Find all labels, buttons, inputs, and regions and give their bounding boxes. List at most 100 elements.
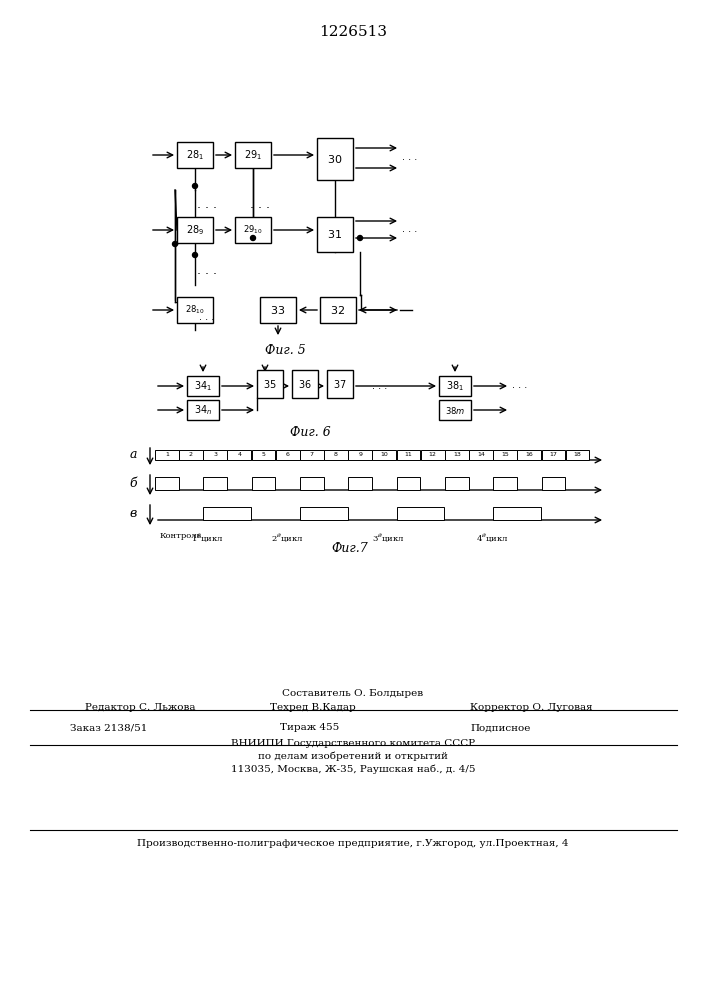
Bar [187,400,219,420]
Bar [177,142,213,168]
Bar [518,450,541,460]
Bar [320,297,356,323]
Text: $28_{10}$: $28_{10}$ [185,304,205,316]
Text: 3$^{й}$цикл: 3$^{й}$цикл [373,532,405,545]
Bar [292,370,318,398]
Text: $36$: $36$ [298,378,312,390]
Text: Техред В.Кадар: Техред В.Кадар [270,704,356,712]
Text: 2$^{й}$цикл: 2$^{й}$цикл [271,532,304,545]
Text: Тираж 455: Тираж 455 [280,724,339,732]
Bar [349,477,372,490]
Text: 5: 5 [262,452,265,458]
Bar [204,507,251,520]
Text: Фиг. 6: Фиг. 6 [290,426,330,440]
Bar [373,450,396,460]
Text: $34_n$: $34_n$ [194,403,212,417]
Text: 7: 7 [310,452,314,458]
Bar [542,450,566,460]
Text: по делам изобретений и открытий: по делам изобретений и открытий [258,751,448,761]
Text: $33$: $33$ [270,304,286,316]
Circle shape [358,235,363,240]
Text: 4$^{й}$цикл: 4$^{й}$цикл [477,532,509,545]
Text: 10: 10 [380,452,388,458]
Text: 6: 6 [286,452,290,458]
Text: . . .: . . . [199,312,215,322]
Text: $35$: $35$ [263,378,277,390]
Text: 1: 1 [165,452,169,458]
Text: 13: 13 [453,452,461,458]
Bar [349,450,372,460]
Text: Подписное: Подписное [470,724,530,732]
Text: $29_1$: $29_1$ [244,148,262,162]
Bar [493,450,517,460]
Bar [257,370,283,398]
Bar [493,477,517,490]
Text: 16: 16 [525,452,533,458]
Text: . . .: . . . [372,381,387,391]
Text: 12: 12 [428,452,437,458]
Text: 15: 15 [501,452,509,458]
Text: $32$: $32$ [330,304,346,316]
Text: $30$: $30$ [327,153,343,165]
Text: 14: 14 [477,452,485,458]
Text: $34_1$: $34_1$ [194,379,212,393]
Text: ВНИИПИ Государственного комитета СССР: ВНИИПИ Государственного комитета СССР [231,738,475,748]
Text: . . .: . . . [402,152,417,162]
Bar [235,142,271,168]
Bar [439,376,471,396]
Bar [177,297,213,323]
Text: Редактор С. Льжова: Редактор С. Льжова [85,704,196,712]
Bar [235,217,271,243]
Bar [276,450,300,460]
Text: $29_{10}$: $29_{10}$ [243,224,263,236]
Text: 1226513: 1226513 [319,25,387,39]
Bar [300,507,348,520]
Bar [228,450,251,460]
Text: 9: 9 [358,452,362,458]
Bar [445,477,469,490]
Text: . . .: . . . [197,263,217,276]
Circle shape [192,252,197,257]
Bar [300,450,324,460]
Text: в: в [130,507,137,520]
Bar [260,297,296,323]
Bar [300,477,324,490]
Text: 17: 17 [549,452,557,458]
Bar [252,477,275,490]
Text: б: б [129,477,137,490]
Text: Производственно-полиграфическое предприятие, г.Ужгород, ул.Проектная, 4: Производственно-полиграфическое предприя… [137,838,568,848]
Bar [177,217,213,243]
Text: $28_1$: $28_1$ [186,148,204,162]
Text: $31$: $31$ [327,229,342,240]
Circle shape [173,241,177,246]
Bar [155,450,179,460]
Text: Составитель О. Болдырев: Составитель О. Болдырев [282,688,423,698]
Bar [204,450,227,460]
Text: $37$: $37$ [333,378,347,390]
Bar [317,217,353,252]
Bar [397,477,421,490]
Text: 11: 11 [404,452,412,458]
Bar [179,450,203,460]
Bar [421,450,445,460]
Text: Фиг. 5: Фиг. 5 [264,344,305,357]
Text: $38_1$: $38_1$ [446,379,464,393]
Bar [542,477,566,490]
Text: . . .: . . . [197,198,217,211]
Bar [566,450,590,460]
Bar [327,370,353,398]
Text: . . .: . . . [250,198,270,211]
Bar [155,477,179,490]
Bar [187,376,219,396]
Text: 8: 8 [334,452,338,458]
Text: 2: 2 [189,452,193,458]
Text: 1$^{й}$цикл: 1$^{й}$цикл [192,532,224,545]
Bar [439,400,471,420]
Text: Контроль: Контроль [160,532,202,540]
Bar [397,507,445,520]
Text: . . .: . . . [512,380,527,390]
Text: 4: 4 [238,452,241,458]
Bar [445,450,469,460]
Text: . . .: . . . [195,393,211,403]
Bar [317,138,353,180]
